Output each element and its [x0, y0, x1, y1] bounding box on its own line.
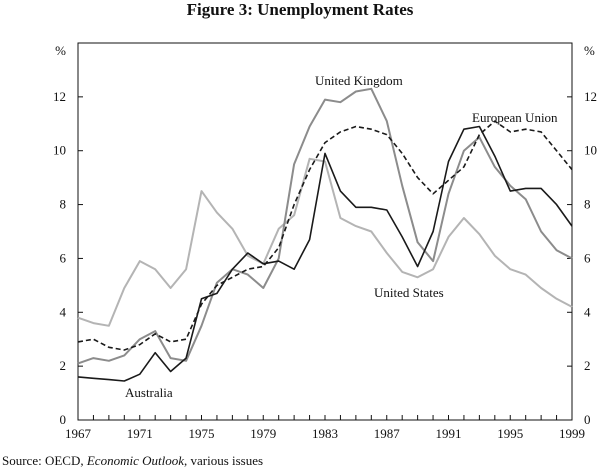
- y-unit-label-right: %: [584, 43, 595, 58]
- series-label-australia: Australia: [125, 385, 173, 400]
- x-tick-label: 1991: [436, 426, 462, 441]
- series-label-united-kingdom: United Kingdom: [315, 73, 403, 88]
- source-note: Source: OECD, Economic Outlook, various …: [2, 453, 263, 469]
- x-tick-label: 1983: [312, 426, 338, 441]
- series-label-united-states: United States: [374, 285, 444, 300]
- source-suffix: , various issues: [183, 453, 264, 468]
- y-tick-label-left: 4: [60, 304, 67, 319]
- series-line-united-states: [77, 157, 573, 327]
- y-tick-label-left: 10: [53, 143, 66, 158]
- x-tick-label: 1987: [374, 426, 401, 441]
- x-tick-label: 1967: [65, 426, 92, 441]
- y-tick-label-left: 0: [60, 412, 67, 427]
- y-tick-label-right: 12: [584, 89, 597, 104]
- y-tick-label-left: 12: [53, 89, 66, 104]
- y-unit-label-left: %: [55, 43, 66, 58]
- x-tick-label: 1971: [127, 426, 153, 441]
- y-tick-label-right: 6: [584, 250, 591, 265]
- x-tick-label: 1979: [250, 426, 276, 441]
- y-tick-label-left: 6: [60, 250, 67, 265]
- figure-title: Figure 3: Unemployment Rates: [186, 0, 414, 19]
- series-line-australia: [77, 125, 573, 382]
- x-tick-label: 1995: [497, 426, 523, 441]
- y-tick-label-right: 4: [584, 304, 591, 319]
- y-tick-label-left: 2: [60, 358, 67, 373]
- source-prefix: Source: OECD,: [2, 453, 87, 468]
- source-publication: Economic Outlook: [86, 453, 184, 468]
- x-tick-label: 1975: [189, 426, 215, 441]
- series-line-european-union: [77, 120, 573, 351]
- series-line-united-kingdom: [77, 87, 573, 365]
- y-tick-label-right: 0: [584, 412, 591, 427]
- x-tick-label: 1999: [559, 426, 585, 441]
- series-label-european-union: European Union: [472, 110, 558, 125]
- y-tick-label-right: 10: [584, 143, 597, 158]
- y-tick-label-left: 8: [60, 197, 67, 212]
- y-tick-label-right: 2: [584, 358, 591, 373]
- y-tick-label-right: 8: [584, 197, 591, 212]
